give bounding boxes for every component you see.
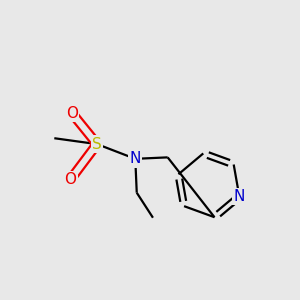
Text: O: O <box>66 106 78 121</box>
Text: N: N <box>130 151 141 166</box>
Text: N: N <box>234 189 245 204</box>
Text: S: S <box>92 136 102 152</box>
Text: O: O <box>64 172 76 187</box>
